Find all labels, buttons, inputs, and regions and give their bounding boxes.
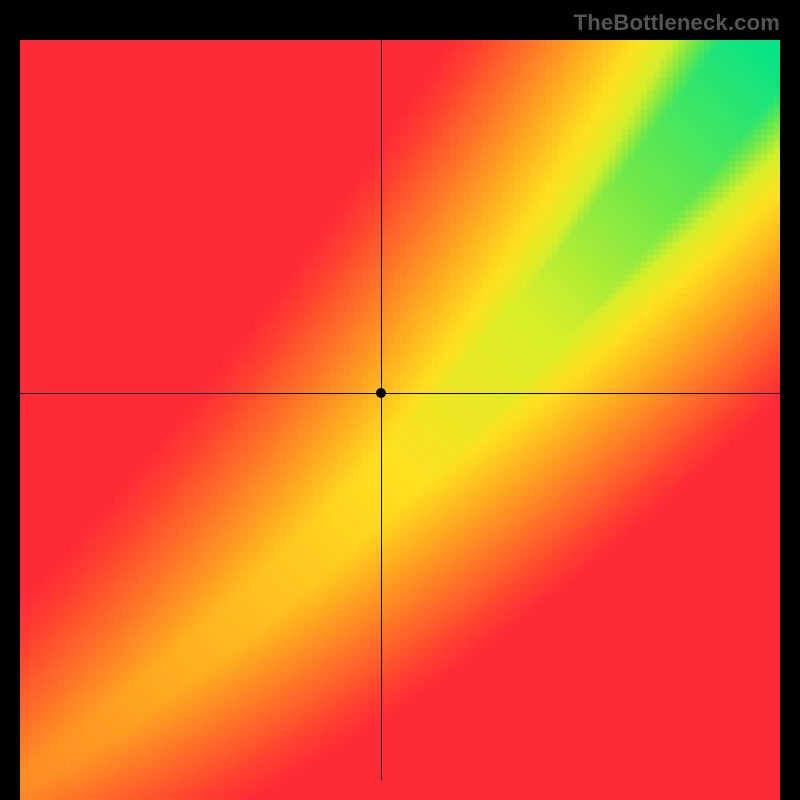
crosshair-vertical bbox=[381, 40, 382, 780]
heatmap-canvas bbox=[20, 40, 780, 800]
crosshair-marker bbox=[376, 388, 386, 398]
crosshair-horizontal bbox=[20, 393, 780, 394]
chart-container: TheBottleneck.com bbox=[0, 0, 800, 800]
heatmap-plot bbox=[20, 40, 780, 780]
watermark-text: TheBottleneck.com bbox=[574, 10, 780, 36]
